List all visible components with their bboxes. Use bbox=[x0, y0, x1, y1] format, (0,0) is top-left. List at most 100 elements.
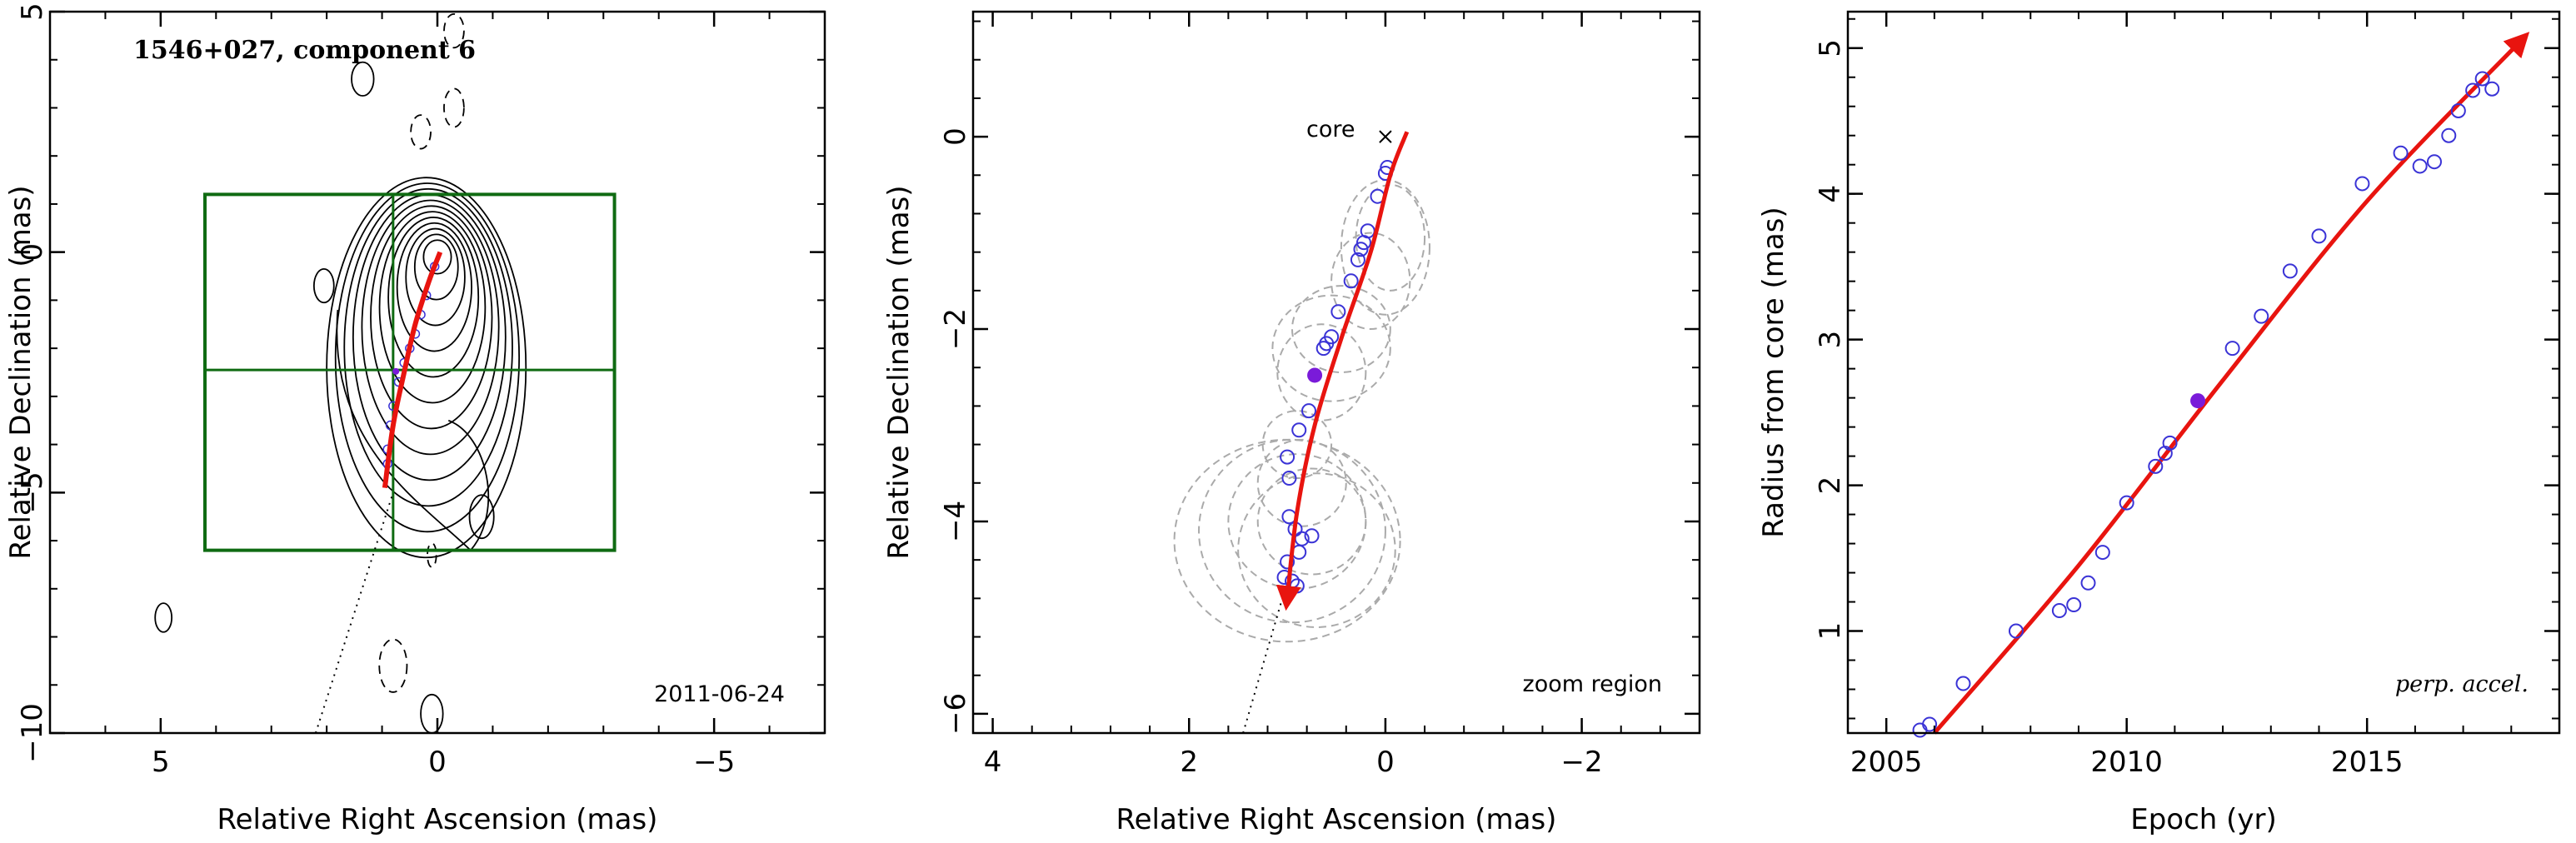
panel2-core-label: core bbox=[1306, 117, 1355, 142]
component-ellipse bbox=[1290, 285, 1391, 374]
panel3-y-tick-label: 5 bbox=[1814, 39, 1847, 57]
component-ellipse bbox=[1355, 183, 1426, 292]
panel3-ticks: 2005 2010 2015 1 2 3 4 5 bbox=[1814, 12, 2560, 779]
panel2-ticks: 4 2 0 −2 −6 −4 −2 0 bbox=[939, 12, 1700, 779]
panel3-y-axis-title: Radius from core (mas) bbox=[1757, 207, 1790, 537]
panel1-x-axis-title: Relative Right Ascension (mas) bbox=[217, 803, 658, 836]
component-ellipse bbox=[1271, 294, 1391, 402]
current-position-point bbox=[1307, 367, 1323, 383]
component-ellipse bbox=[1256, 467, 1367, 576]
radius-data-point bbox=[2465, 82, 2481, 98]
contour-blob bbox=[154, 602, 173, 633]
radius-data-point bbox=[2450, 102, 2466, 118]
contour-level bbox=[326, 177, 527, 559]
position-point bbox=[1280, 449, 1295, 465]
panel1-x-tick-label: 0 bbox=[428, 746, 447, 779]
panel1-y-tick-label: 5 bbox=[16, 2, 49, 21]
panel3-fit-annotation: perp. accel. bbox=[2395, 671, 2529, 697]
contour-negative-blob bbox=[443, 12, 465, 49]
contour-level bbox=[378, 211, 487, 404]
panel2-zoom-annotation: zoom region bbox=[1523, 671, 1662, 697]
panel1-x-tick-label: −5 bbox=[693, 746, 735, 779]
panel3-y-tick-label: 2 bbox=[1814, 476, 1847, 495]
contour-extended-outer bbox=[336, 309, 490, 551]
contour-level bbox=[387, 217, 480, 378]
panel3-layers bbox=[1912, 32, 2530, 738]
panel2-x-tick-label: 4 bbox=[984, 746, 1002, 779]
position-point bbox=[1304, 528, 1320, 544]
contour-negative-blob bbox=[443, 87, 465, 128]
radius-data-point bbox=[1912, 722, 1928, 738]
panel3-x-axis-title: Epoch (yr) bbox=[2130, 803, 2277, 836]
radius-data-point bbox=[2080, 575, 2096, 591]
panel3-x-tick-label: 2015 bbox=[2331, 746, 2404, 779]
contour-negative-blob bbox=[410, 114, 432, 150]
contour-blob bbox=[420, 693, 444, 734]
component-ellipse bbox=[1237, 472, 1396, 628]
contour-level bbox=[413, 233, 459, 301]
panel1-x-tick-label: 5 bbox=[152, 746, 170, 779]
contour-level bbox=[334, 182, 521, 533]
panel1-y-tick-label: −5 bbox=[16, 471, 49, 513]
panel1-y-axis-title: Relative Declination (mas) bbox=[4, 185, 37, 559]
track-extrapolation-dotted bbox=[314, 491, 394, 734]
position-point bbox=[1315, 341, 1331, 357]
current-position-point bbox=[392, 367, 400, 375]
panel3-y-tick-label: 3 bbox=[1814, 331, 1847, 349]
radius-data-point bbox=[2282, 263, 2298, 279]
panel2-x-tick-label: 2 bbox=[1180, 746, 1198, 779]
contour-level bbox=[422, 239, 452, 275]
contour-level bbox=[361, 199, 500, 456]
panel3-x-tick-label: 2010 bbox=[2090, 746, 2163, 779]
trajectory-arrow bbox=[1276, 131, 1410, 611]
panel1-y-tick-label: −10 bbox=[16, 703, 49, 763]
radius-data-point bbox=[1955, 676, 1971, 691]
panel2-y-axis-title: Relative Declination (mas) bbox=[882, 185, 916, 559]
panel3-y-tick-label: 4 bbox=[1814, 185, 1847, 203]
radius-data-point bbox=[2412, 158, 2428, 174]
radius-data-point bbox=[2426, 154, 2442, 170]
position-point bbox=[1355, 235, 1371, 251]
panel1-title: 1546+027, component 6 bbox=[133, 36, 476, 65]
radius-data-point bbox=[2354, 176, 2370, 192]
position-point bbox=[1301, 403, 1317, 419]
radius-data-point bbox=[2474, 71, 2490, 87]
panel1-contours bbox=[154, 12, 527, 734]
position-point bbox=[1291, 422, 1307, 438]
position-point bbox=[1353, 242, 1369, 257]
panel1-y-tick-label: 0 bbox=[16, 243, 49, 262]
panel2-y-tick-label: −2 bbox=[939, 308, 972, 350]
panel1-ticks: 5 0 −5 −10 −5 0 5 bbox=[16, 2, 826, 779]
component-ellipse bbox=[1173, 438, 1401, 643]
radius-data-point bbox=[2162, 435, 2178, 451]
panel2-y-tick-label: −4 bbox=[939, 501, 972, 542]
panel1-layers bbox=[203, 192, 617, 734]
panel3-y-tick-label: 1 bbox=[1814, 622, 1847, 641]
fit-line-arrow bbox=[1933, 32, 2530, 735]
radius-data-point bbox=[2254, 308, 2269, 324]
radius-data-point bbox=[2393, 145, 2409, 161]
radius-data-point bbox=[2094, 545, 2110, 561]
contour-level bbox=[405, 227, 466, 327]
panel-zoom-region: 4 2 0 −2 −6 −4 −2 0 core zoom region Relative R… bbox=[882, 10, 1701, 836]
panel1-date-label: 2011-06-24 bbox=[654, 681, 785, 707]
component-ellipse bbox=[1276, 323, 1367, 422]
contour-level bbox=[370, 205, 493, 430]
panel3-x-tick-label: 2005 bbox=[1850, 746, 1923, 779]
panel2-y-tick-label: −6 bbox=[939, 693, 972, 735]
panel2-layers bbox=[1173, 130, 1430, 734]
contour-blob bbox=[468, 494, 495, 540]
radius-data-point bbox=[2441, 127, 2457, 143]
component-ellipse bbox=[1198, 438, 1386, 624]
panel-sky-map: 5 0 −5 −10 −5 0 5 1546+027, component 6 2011-0… bbox=[4, 2, 826, 836]
radius-data-point bbox=[2008, 623, 2024, 639]
panel2-frame bbox=[971, 10, 1701, 735]
component-ellipse bbox=[1330, 232, 1411, 331]
contour-level bbox=[343, 187, 513, 507]
trajectory-line bbox=[382, 251, 443, 489]
core-marker-stroke bbox=[1379, 130, 1392, 143]
radius-data-point bbox=[1922, 716, 1938, 732]
radius-data-point bbox=[2224, 341, 2240, 357]
panel3-frame bbox=[1846, 10, 2561, 735]
